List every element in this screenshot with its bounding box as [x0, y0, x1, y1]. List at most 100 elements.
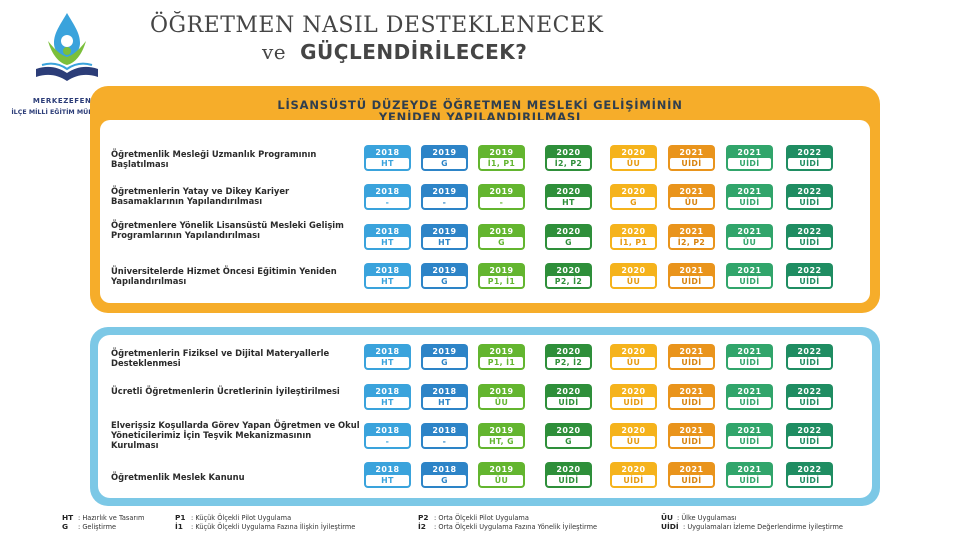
cell-year: 2022: [797, 148, 822, 157]
legend-text: : Uygulamaları İzleme Değerlendirme İyil…: [683, 523, 843, 531]
timeline-cell: 2021 İ2, P2: [668, 224, 715, 250]
cell-phase-code: HT: [366, 397, 409, 408]
timeline-cell: 2021 UİDİ: [668, 263, 715, 289]
timeline-cell: 2020 UİDİ: [545, 384, 592, 410]
row-label: Öğretmenlik Mesleği Uzmanlık Programının…: [111, 149, 317, 169]
cell-phase-code: İ1, P1: [612, 237, 655, 248]
page-title-line1: ÖĞRETMEN NASIL DESTEKLENECEK: [150, 13, 604, 38]
cell-phase-code: UİDİ: [612, 397, 655, 408]
timeline-cell: 2020 ÜU: [610, 423, 657, 449]
cell-phase-code: İ2, P2: [547, 158, 590, 169]
cell-phase-code: G: [547, 237, 590, 248]
timeline-cell: 2019-: [478, 184, 525, 210]
cell-phase-code: UİDİ: [788, 158, 831, 169]
legend-text: : Küçük Ölçekli Uygulama Fazına İlişkin …: [191, 523, 356, 531]
cell-year: 2019: [489, 465, 514, 474]
legend-code: P1: [175, 513, 186, 522]
timeline-cell: 2021 UİDİ: [726, 384, 773, 410]
timeline-cell: 2021 UİDİ: [726, 263, 773, 289]
timeline-cell: 2020 ÜU: [610, 263, 657, 289]
cell-year: 2020: [556, 227, 581, 236]
cell-year: 2020: [621, 465, 646, 474]
timeline-cell: 2021 ÜU: [726, 224, 773, 250]
timeline-cell: 2022 UİDİ: [786, 384, 833, 410]
timeline-cell: 2018 HT: [364, 263, 411, 289]
cell-phase-code: ÜU: [612, 276, 655, 287]
timeline-cell: 2018-: [364, 184, 411, 210]
cell-phase-code: ÜU: [480, 397, 523, 408]
row-label: Öğretmenlerin Fiziksel ve Dijital Matery…: [111, 348, 330, 368]
cell-phase-code: UİDİ: [728, 357, 771, 368]
cell-phase-code: G: [423, 158, 466, 169]
cell-phase-code: G: [423, 276, 466, 287]
cell-year: 2021: [679, 227, 704, 236]
cell-phase-code: UİDİ: [728, 197, 771, 208]
timeline-cell: 2020 ÜU: [610, 145, 657, 171]
timeline-cell: 2019 G: [421, 145, 468, 171]
row-label: Ücretli Öğretmenlerin Ücretlerinin İyile…: [111, 386, 340, 396]
cell-year: 2022: [797, 426, 822, 435]
cell-phase-code: UİDİ: [788, 237, 831, 248]
cell-phase-code: G: [480, 237, 523, 248]
cell-year: 2022: [797, 266, 822, 275]
timeline-cell: 2020 İ1, P1: [610, 224, 657, 250]
cell-year: 2020: [621, 387, 646, 396]
cell-phase-code: UİDİ: [547, 475, 590, 486]
timeline-cell: 2020 G: [545, 423, 592, 449]
cell-year: 2019: [432, 187, 457, 196]
cell-phase-code: UİDİ: [788, 276, 831, 287]
logo-text-line2: İLÇE MİLLİ EĞİTİM MÜDÜRLÜĞÜ: [11, 109, 123, 116]
legend-item: HT: Hazırlık ve Tasarım: [62, 513, 145, 523]
timeline-cell: 2018 HT: [421, 384, 468, 410]
cell-year: 2019: [489, 387, 514, 396]
timeline-cell: 2019 G: [421, 263, 468, 289]
cell-year: 2020: [621, 227, 646, 236]
cell-phase-code: UİDİ: [728, 436, 771, 447]
cell-year: 2021: [737, 347, 762, 356]
cell-phase-code: UİDİ: [788, 475, 831, 486]
legend-code: P2: [418, 513, 429, 522]
legend-text: : Hazırlık ve Tasarım: [78, 514, 145, 522]
cell-phase-code: HT, G: [480, 436, 523, 447]
cell-phase-code: G: [547, 436, 590, 447]
cell-phase-code: -: [366, 436, 409, 447]
cell-year: 2019: [489, 227, 514, 236]
legend-text: : Orta Ölçekli Pilot Uygulama: [434, 514, 529, 522]
cell-year: 2018: [432, 426, 457, 435]
legend-code: ÜU: [661, 513, 674, 522]
timeline-cell: 2022 UİDİ: [786, 224, 833, 250]
cell-phase-code: -: [423, 197, 466, 208]
row-label: Öğretmenlerin Yatay ve Dikey Kariyer Bas…: [111, 186, 290, 206]
timeline-cell: 2021 UİDİ: [668, 384, 715, 410]
cell-phase-code: UİDİ: [670, 475, 713, 486]
page-title-prefix: ve: [262, 40, 287, 64]
cell-phase-code: UİDİ: [788, 357, 831, 368]
cell-year: 2018: [375, 227, 400, 236]
timeline-cell: 2022 UİDİ: [786, 184, 833, 210]
cell-year: 2021: [737, 266, 762, 275]
cell-phase-code: -: [423, 436, 466, 447]
timeline-cell: 2019 G: [421, 344, 468, 370]
timeline-cell: 2019-: [421, 184, 468, 210]
cell-year: 2020: [556, 465, 581, 474]
cell-year: 2020: [556, 387, 581, 396]
timeline-cell: 2021 UİDİ: [668, 145, 715, 171]
cell-phase-code: UİDİ: [670, 357, 713, 368]
cell-phase-code: UİDİ: [670, 397, 713, 408]
timeline-cell: 2022 UİDİ: [786, 462, 833, 488]
legend-item: P1: Küçük Ölçekli Pilot Uygulama: [175, 513, 291, 523]
cell-year: 2019: [489, 148, 514, 157]
timeline-cell: 2019 ÜU: [478, 384, 525, 410]
timeline-cell: 2019 G: [478, 224, 525, 250]
cell-phase-code: ÜU: [612, 436, 655, 447]
cell-year: 2021: [737, 465, 762, 474]
legend-item: G: Geliştirme: [62, 522, 116, 532]
cell-phase-code: ÜU: [612, 158, 655, 169]
legend-code: İ1: [175, 522, 183, 531]
cell-year: 2020: [621, 426, 646, 435]
legend-item: İ1 : Küçük Ölçekli Uygulama Fazına İlişki…: [175, 522, 356, 532]
cell-phase-code: İ1, P1: [480, 158, 523, 169]
cell-phase-code: P1, İ1: [480, 276, 523, 287]
cell-year: 2022: [797, 387, 822, 396]
cell-year: 2018: [375, 387, 400, 396]
